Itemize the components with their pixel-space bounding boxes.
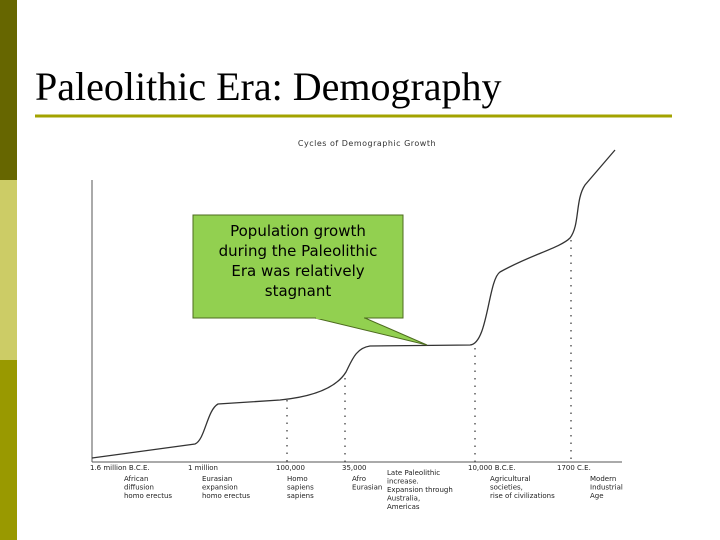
marker-note: homo erectus xyxy=(202,492,250,500)
marker-note: expansion xyxy=(202,484,238,492)
callout-text: stagnant xyxy=(265,282,332,300)
callout-pointer xyxy=(314,317,428,346)
late-note: Late Paleolithic xyxy=(387,469,440,477)
marker-note: sapiens xyxy=(287,492,314,500)
marker-label: 100,000 xyxy=(276,464,305,472)
marker-note: Eurasian xyxy=(352,484,382,492)
marker-note: Agricultural xyxy=(490,475,531,483)
marker-note: Industrial xyxy=(590,484,623,492)
late-note: Americas xyxy=(387,503,420,511)
late-note: Expansion through xyxy=(387,486,453,494)
marker-note: sapiens xyxy=(287,484,314,492)
marker-label: 1.6 million B.C.E. xyxy=(90,464,150,472)
side-band xyxy=(0,180,17,360)
marker-note: Eurasian xyxy=(202,475,232,483)
marker-note: societies, xyxy=(490,484,523,492)
marker-note: Homo xyxy=(287,475,308,483)
diagram-title: Cycles of Demographic Growth xyxy=(298,139,436,148)
marker-note: rise of civilizations xyxy=(490,492,555,500)
marker-note: homo erectus xyxy=(124,492,172,500)
growth-curve xyxy=(91,149,616,459)
late-note: Australia, xyxy=(387,495,420,503)
late-note: increase. xyxy=(387,478,419,486)
marker-note: diffusion xyxy=(124,484,154,492)
marker-note: Modern xyxy=(590,475,616,483)
callout-text: Population growth xyxy=(230,222,366,240)
marker-note: African xyxy=(124,475,148,483)
side-band xyxy=(0,0,17,180)
callout-text: Era was relatively xyxy=(231,262,364,280)
marker-note: Afro xyxy=(352,475,366,483)
marker-label: 1700 C.E. xyxy=(557,464,591,472)
callout-text: during the Paleolithic xyxy=(219,242,378,260)
marker-label: 35,000 xyxy=(342,464,367,472)
marker-label: 10,000 B.C.E. xyxy=(468,464,516,472)
side-band xyxy=(0,360,17,540)
marker-note: Age xyxy=(590,492,604,500)
dotted-lines xyxy=(286,240,572,462)
marker-label: 1 million xyxy=(188,464,218,472)
slide-title: Paleolithic Era: Demography xyxy=(35,64,502,109)
callout-box xyxy=(192,214,404,319)
